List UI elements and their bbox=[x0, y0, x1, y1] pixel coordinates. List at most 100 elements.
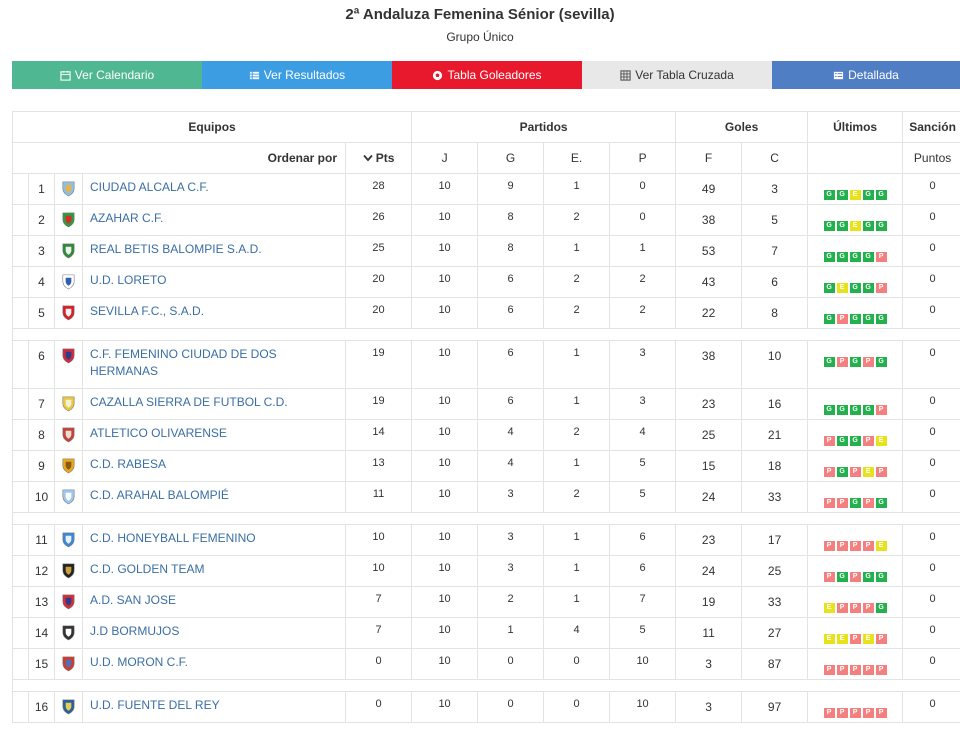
goals-against-cell: 16 bbox=[741, 388, 809, 420]
black-circle-icon bbox=[62, 563, 75, 579]
equipos-header: Equipos bbox=[11, 111, 413, 143]
played-cell: 10 bbox=[411, 340, 479, 389]
result-badge: P bbox=[862, 603, 874, 613]
sanction-cell: 0 bbox=[902, 266, 960, 298]
row-gutter bbox=[12, 586, 29, 618]
result-badge: P bbox=[823, 436, 835, 446]
pts-cell: 19 bbox=[344, 340, 413, 389]
goals-against-cell: 18 bbox=[741, 450, 809, 482]
cross-table-button[interactable]: Ver Tabla Cruzada bbox=[582, 61, 772, 89]
result-badge: P bbox=[823, 467, 835, 477]
played-cell: 10 bbox=[411, 266, 479, 298]
team-link[interactable]: C.F. FEMENINO CIUDAD DE DOS HERMANAS bbox=[90, 347, 277, 378]
result-badge: G bbox=[849, 405, 861, 415]
team-link[interactable]: REAL BETIS BALOMPIE S.A.D. bbox=[90, 242, 262, 256]
pts-cell: 13 bbox=[344, 450, 413, 482]
table-row: 10 C.D. ARAHAL BALOMPIÉ 11 10 3 2 5 24 3… bbox=[12, 481, 960, 513]
team-link[interactable]: J.D BORMUJOS bbox=[90, 624, 180, 638]
team-link[interactable]: ATLETICO OLIVARENSE bbox=[90, 426, 227, 440]
team-link[interactable]: AZAHAR C.F. bbox=[90, 211, 164, 225]
table-row: 16 U.D. FUENTE DEL REY 0 10 0 0 10 3 97 … bbox=[12, 691, 960, 723]
goals-for-cell: 15 bbox=[675, 450, 743, 482]
result-badge: P bbox=[836, 603, 848, 613]
calendar-button[interactable]: Ver Calendario bbox=[12, 61, 202, 89]
team-link[interactable]: CAZALLA SIERRA DE FUTBOL C.D. bbox=[90, 395, 288, 409]
team-link[interactable]: C.D. GOLDEN TEAM bbox=[90, 562, 205, 576]
played-cell: 10 bbox=[411, 204, 479, 236]
goals-for-cell: 38 bbox=[675, 204, 743, 236]
result-badge: P bbox=[849, 665, 861, 675]
f-header: F bbox=[675, 142, 743, 174]
row-gutter bbox=[12, 297, 29, 329]
detailed-button[interactable]: Detallada bbox=[772, 61, 960, 89]
goals-for-cell: 43 bbox=[675, 266, 743, 298]
team-cell: C.D. GOLDEN TEAM bbox=[82, 555, 346, 587]
result-badge: G bbox=[823, 283, 835, 293]
team-link[interactable]: C.D. ARAHAL BALOMPIÉ bbox=[90, 488, 229, 502]
standings-table: Equipos Partidos Goles Últimos Sanción O… bbox=[11, 111, 960, 723]
drawn-cell: 1 bbox=[543, 555, 611, 587]
team-cell: C.D. ARAHAL BALOMPIÉ bbox=[82, 481, 346, 513]
team-link[interactable]: U.D. LORETO bbox=[90, 273, 167, 287]
result-badge: G bbox=[849, 252, 861, 262]
last-results-header bbox=[807, 142, 904, 174]
group-separator bbox=[11, 679, 960, 692]
result-badge: P bbox=[875, 283, 887, 293]
result-badge: G bbox=[849, 436, 861, 446]
result-badge: P bbox=[836, 314, 848, 324]
drawn-cell: 1 bbox=[543, 340, 611, 389]
sanction-cell: 0 bbox=[902, 524, 960, 556]
team-link[interactable]: SEVILLA F.C., S.A.D. bbox=[90, 304, 205, 318]
result-badge: G bbox=[875, 572, 887, 582]
results-button[interactable]: Ver Resultados bbox=[202, 61, 392, 89]
team-link[interactable]: A.D. SAN JOSE bbox=[90, 593, 177, 607]
played-cell: 10 bbox=[411, 648, 479, 680]
page-title: 2ª Andaluza Femenina Sénior (sevilla) bbox=[345, 6, 615, 23]
lost-cell: 2 bbox=[609, 297, 677, 329]
row-gutter bbox=[12, 173, 29, 205]
pts-sort-header[interactable]: Pts bbox=[344, 142, 413, 174]
result-badge: E bbox=[849, 221, 861, 231]
lost-cell: 0 bbox=[609, 173, 677, 205]
goals-against-cell: 87 bbox=[741, 648, 809, 680]
team-cell: C.D. RABESA bbox=[82, 450, 346, 482]
played-cell: 10 bbox=[411, 235, 479, 267]
position-cell: 4 bbox=[28, 266, 55, 298]
result-badge: G bbox=[836, 436, 848, 446]
team-link[interactable]: U.D. MORON C.F. bbox=[90, 655, 188, 669]
goals-for-cell: 3 bbox=[675, 648, 743, 680]
result-badge: E bbox=[823, 634, 835, 644]
team-link[interactable]: C.D. HONEYBALL FEMENINO bbox=[90, 531, 256, 545]
group-separator bbox=[11, 328, 960, 341]
team-link[interactable]: C.D. RABESA bbox=[90, 457, 167, 471]
lost-cell: 7 bbox=[609, 586, 677, 618]
result-badge: P bbox=[849, 467, 861, 477]
c-header: C bbox=[741, 142, 809, 174]
played-cell: 10 bbox=[411, 419, 479, 451]
sanction-cell: 0 bbox=[902, 419, 960, 451]
row-gutter bbox=[12, 419, 29, 451]
lost-cell: 10 bbox=[609, 648, 677, 680]
goals-for-cell: 23 bbox=[675, 524, 743, 556]
scorers-button[interactable]: Tabla Goleadores bbox=[392, 61, 582, 89]
drawn-cell: 2 bbox=[543, 481, 611, 513]
page-subtitle: Grupo Único bbox=[446, 30, 514, 44]
result-badge: E bbox=[836, 283, 848, 293]
row-gutter bbox=[12, 481, 29, 513]
team-link[interactable]: CIUDAD ALCALA C.F. bbox=[90, 180, 209, 194]
result-badge: G bbox=[836, 572, 848, 582]
goals-for-cell: 11 bbox=[675, 617, 743, 649]
played-cell: 10 bbox=[411, 481, 479, 513]
team-link[interactable]: U.D. FUENTE DEL REY bbox=[90, 698, 220, 712]
row-gutter bbox=[12, 691, 29, 723]
result-badge: G bbox=[862, 221, 874, 231]
played-cell: 10 bbox=[411, 173, 479, 205]
sanction-cell: 0 bbox=[902, 388, 960, 420]
goals-against-cell: 33 bbox=[741, 586, 809, 618]
